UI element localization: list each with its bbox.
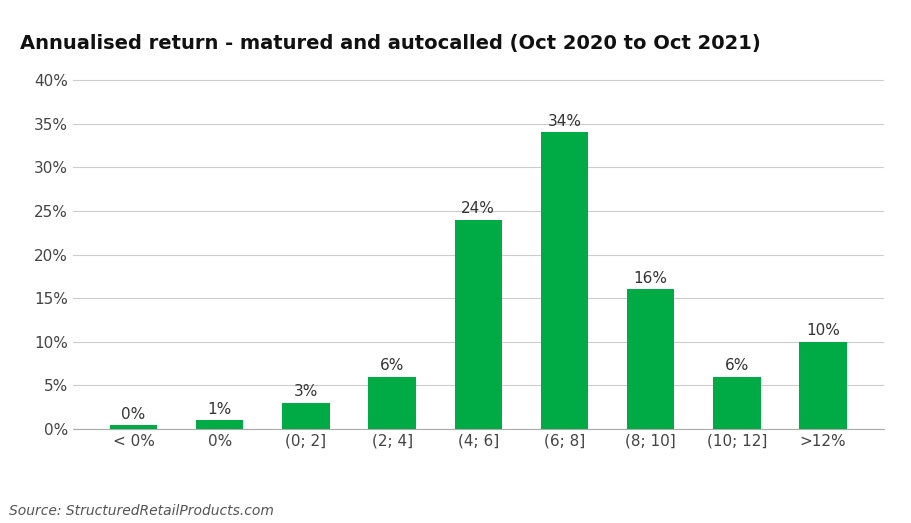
Text: 6%: 6% bbox=[725, 358, 749, 373]
Text: Annualised return - matured and autocalled (Oct 2020 to Oct 2021): Annualised return - matured and autocall… bbox=[20, 34, 761, 53]
Text: Source: StructuredRetailProducts.com: Source: StructuredRetailProducts.com bbox=[9, 504, 274, 518]
Text: 16%: 16% bbox=[634, 271, 668, 286]
Text: 6%: 6% bbox=[380, 358, 404, 373]
Bar bbox=[799, 342, 847, 429]
Bar bbox=[368, 377, 415, 429]
Bar bbox=[109, 425, 158, 429]
Text: 34%: 34% bbox=[548, 114, 581, 129]
Text: 3%: 3% bbox=[293, 384, 318, 399]
Bar bbox=[713, 377, 761, 429]
Bar bbox=[282, 403, 330, 429]
Text: 10%: 10% bbox=[806, 323, 840, 338]
Bar bbox=[196, 420, 243, 429]
Text: 24%: 24% bbox=[461, 201, 496, 216]
Bar bbox=[455, 220, 502, 429]
Text: 1%: 1% bbox=[208, 402, 231, 417]
Bar bbox=[627, 289, 674, 429]
Bar bbox=[541, 132, 589, 429]
Text: 0%: 0% bbox=[121, 407, 146, 422]
